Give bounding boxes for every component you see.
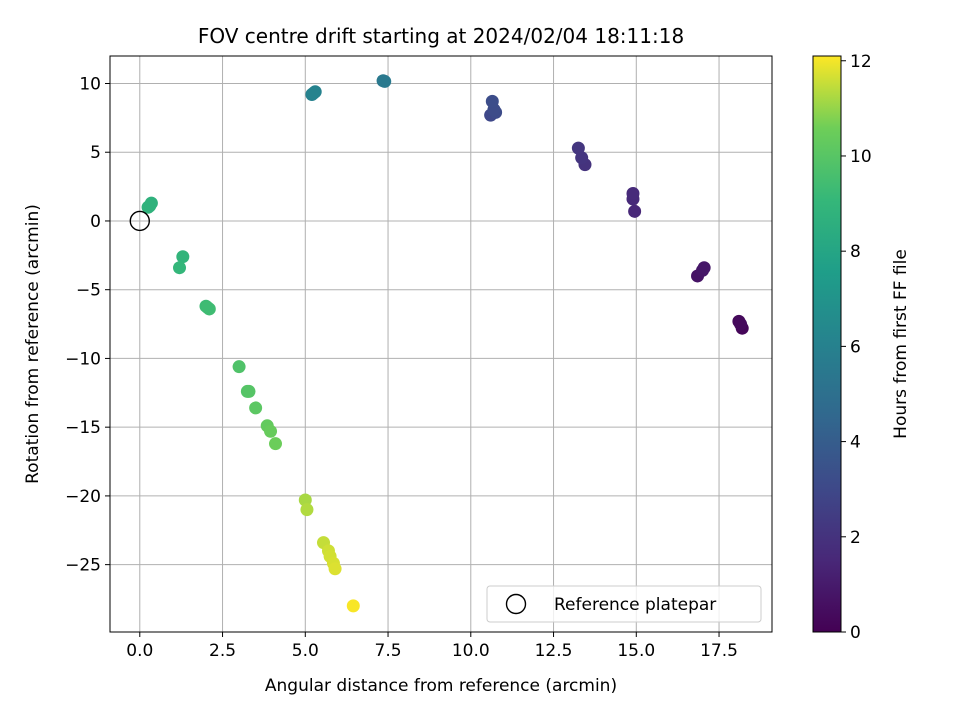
- y-tick-label: −20: [65, 487, 101, 507]
- reference-platepar-marker: [129, 210, 150, 232]
- y-axis-label: Rotation from reference (arcmin): [23, 204, 43, 484]
- colorbar-ticks: 0 2 4 6 8 10 12: [841, 52, 872, 643]
- x-tick-label: 0.0: [126, 641, 153, 661]
- grid: [110, 56, 772, 632]
- chart-title: FOV centre drift starting at 2024/02/04 …: [198, 24, 684, 48]
- data-point: [378, 74, 392, 88]
- x-tick-label: 10.0: [452, 641, 490, 661]
- y-tick-label: −25: [65, 556, 101, 576]
- data-point: [485, 94, 499, 108]
- colorbar-tick-label: 8: [850, 242, 861, 262]
- colorbar-tick-label: 4: [850, 433, 861, 453]
- data-point: [143, 199, 157, 213]
- data-point: [628, 204, 642, 218]
- x-tick-label: 17.5: [700, 641, 738, 661]
- data-point: [242, 384, 256, 398]
- data-point: [300, 503, 314, 517]
- colorbar-tick-label: 2: [850, 528, 861, 548]
- data-point: [249, 401, 263, 415]
- data-point: [173, 261, 187, 275]
- legend: Reference platepar: [486, 585, 762, 623]
- y-tick-label: 0: [90, 212, 101, 232]
- colorbar: 0 2 4 6 8 10 12 Hours from first FF file: [812, 52, 911, 643]
- data-point: [328, 562, 342, 576]
- y-tick-label: 10: [79, 74, 101, 94]
- data-point: [307, 86, 321, 100]
- plot-frame: [109, 55, 773, 633]
- y-tick-label: −5: [76, 281, 101, 301]
- colorbar-label: Hours from first FF file: [891, 249, 911, 439]
- y-tick-label: 5: [90, 143, 101, 163]
- data-point: [176, 250, 190, 264]
- x-axis-label: Angular distance from reference (arcmin): [265, 676, 617, 696]
- colorbar-gradient: [812, 55, 842, 633]
- data-point: [626, 186, 640, 200]
- data-point: [697, 261, 711, 275]
- x-tick-label: 15.0: [617, 641, 655, 661]
- data-point: [734, 317, 748, 331]
- legend-reference-marker: [505, 593, 527, 615]
- data-point: [269, 437, 282, 451]
- colorbar-tick-label: 12: [850, 52, 872, 72]
- axis-ticks: 0.0 2.5 5.0 7.5 10.0 12.5 15.0 17.5 10 5 0 −5 −10 −15…: [65, 74, 738, 661]
- data-point: [264, 424, 278, 438]
- x-tick-label: 2.5: [209, 641, 236, 661]
- y-tick-label: −10: [65, 349, 101, 369]
- x-tick-label: 7.5: [375, 641, 402, 661]
- data-point: [571, 141, 585, 155]
- colorbar-tick-label: 10: [850, 147, 872, 167]
- colorbar-tick-label: 6: [850, 337, 861, 357]
- data-points: [129, 74, 749, 613]
- data-point: [232, 360, 246, 374]
- x-tick-label: 12.5: [535, 641, 573, 661]
- x-tick-label: 5.0: [292, 641, 319, 661]
- data-point: [346, 599, 360, 613]
- legend-label-reference-platepar: Reference platepar: [554, 595, 716, 615]
- data-point: [201, 301, 215, 315]
- data-point: [298, 493, 312, 507]
- legend-box: [486, 585, 762, 623]
- y-tick-label: −15: [65, 418, 101, 438]
- colorbar-tick-label: 0: [850, 623, 861, 643]
